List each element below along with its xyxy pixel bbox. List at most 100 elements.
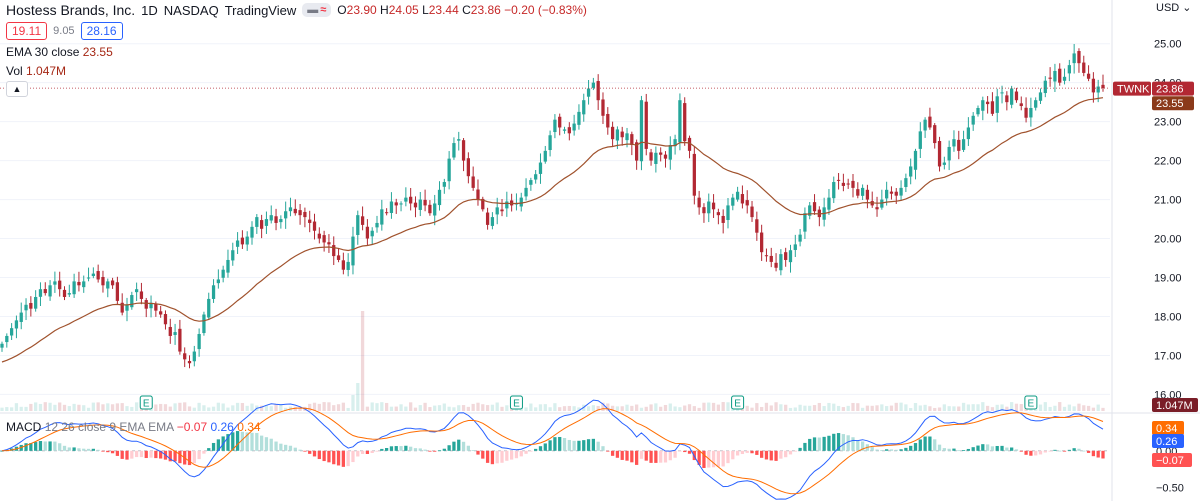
volume-bar: [966, 404, 971, 411]
candle: [452, 143, 456, 158]
macd-hist-bar: [43, 441, 47, 451]
candle: [933, 125, 937, 144]
macd-hist-bar: [745, 450, 749, 453]
candle: [461, 140, 466, 161]
macd-hist-bar: [101, 450, 105, 452]
macd-hist-bar: [1005, 447, 1009, 451]
macd-hist-bar: [721, 450, 725, 467]
volume-badge: 1.047M: [1152, 398, 1198, 412]
macd-hist-bar: [370, 450, 374, 454]
symbol-title[interactable]: Hostess Brands, Inc.: [6, 2, 136, 18]
macd-hist-bar: [134, 450, 139, 458]
volume-bar: [726, 402, 730, 411]
indicator-toggle-pill[interactable]: ▬ ≈: [302, 3, 332, 17]
macd-hist-bar: [678, 450, 682, 452]
candle: [1091, 78, 1096, 93]
volume-bar: [851, 402, 855, 411]
volume-bar: [832, 403, 836, 411]
candle: [308, 219, 312, 223]
earnings-marker[interactable]: E: [731, 395, 745, 410]
macd-hist-bar: [303, 450, 307, 452]
macd-hist-bar: [601, 446, 605, 451]
macd-hist-bar: [889, 449, 894, 451]
collapse-legend-button[interactable]: ▲: [6, 81, 28, 97]
candle: [663, 154, 668, 159]
candle: [476, 189, 480, 200]
ema-badge-text: 23.55: [1156, 98, 1184, 110]
candle: [433, 203, 437, 216]
spread-value: 9.05: [53, 25, 75, 37]
volume-bar: [673, 406, 677, 411]
ticker-badge-text: TWNK: [1117, 84, 1150, 96]
chevron-down-icon: ⌄: [1182, 2, 1192, 14]
volume-bar: [207, 407, 211, 411]
macd-hist-bar: [683, 450, 687, 453]
candle: [846, 183, 850, 185]
earnings-marker[interactable]: E: [509, 395, 523, 410]
candle: [635, 142, 639, 161]
volume-bar: [889, 405, 894, 411]
macd-hist-bar: [433, 450, 437, 452]
volume-bar: [399, 404, 403, 411]
earnings-marker[interactable]: E: [139, 395, 153, 410]
candle: [577, 111, 581, 125]
ema-legend[interactable]: EMA 30 close 23.55: [6, 45, 113, 59]
volume-bar: [384, 402, 389, 411]
volume-bar: [760, 406, 764, 411]
volume-bar: [159, 403, 163, 411]
candle: [731, 197, 735, 206]
candle: [447, 158, 451, 182]
volume-bar: [356, 383, 360, 411]
volume-bar: [476, 402, 480, 411]
volume-bar: [197, 402, 201, 411]
macd-legend[interactable]: MACD 12 26 close 9 EMA EMA −0.07 0.26 0.…: [6, 420, 261, 434]
volume-bar: [437, 405, 442, 411]
candle: [678, 100, 682, 143]
volume-bar: [1058, 402, 1062, 411]
candle: [1062, 76, 1067, 81]
volume-bar: [14, 403, 19, 411]
candle: [418, 199, 422, 210]
buy-button[interactable]: 28.16: [80, 22, 123, 40]
candle: [86, 277, 91, 279]
macd-hist-bar: [1082, 450, 1086, 452]
volume-bar: [918, 405, 922, 411]
candle: [692, 153, 696, 196]
interval-label[interactable]: 1D: [141, 2, 158, 18]
candle: [1077, 51, 1081, 64]
macd-hist-bar: [538, 446, 543, 451]
macd-hist-bar: [509, 450, 514, 460]
earnings-marker[interactable]: E: [1024, 395, 1038, 410]
candle: [793, 244, 797, 250]
candle: [832, 182, 836, 199]
macd-hist-bar: [490, 450, 495, 465]
volume-bar: [154, 404, 158, 411]
macd-hist-bar: [529, 450, 533, 452]
macd-hist-bar: [630, 450, 634, 463]
candle: [625, 133, 629, 141]
volume-bar: [913, 403, 918, 411]
macd-hist-bar: [755, 450, 759, 455]
sell-button[interactable]: 19.11: [6, 22, 48, 40]
macd-hist-bar: [235, 431, 240, 451]
candle: [687, 137, 692, 151]
candle: [466, 158, 470, 177]
candle: [683, 103, 687, 142]
currency-selector[interactable]: USD ⌄: [1156, 2, 1192, 14]
volume-bar: [899, 402, 903, 411]
volume-bar: [187, 406, 192, 411]
volume-bar: [53, 404, 57, 411]
macd-hist-bar: [519, 450, 523, 457]
macd-hist-bar: [110, 450, 115, 454]
price-change: −0.20 (−0.83%): [504, 3, 587, 17]
macd-badge: −0.07: [1152, 453, 1192, 467]
ticker-badge-bg: [1113, 81, 1151, 96]
candle: [139, 291, 144, 299]
volume-bars: [0, 311, 1105, 411]
macd-hist-bar: [750, 450, 754, 454]
candle: [937, 141, 942, 167]
volume-legend[interactable]: Vol 1.047M: [6, 64, 67, 78]
volume-bar: [659, 406, 663, 411]
volume-bar: [755, 403, 759, 411]
